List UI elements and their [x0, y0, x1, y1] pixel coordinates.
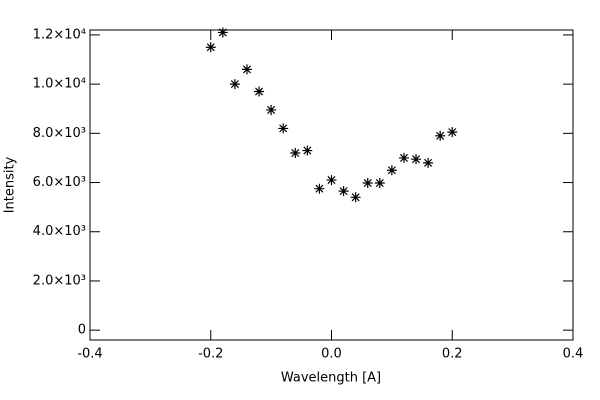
y-tick-label: 8.0×10³: [33, 126, 86, 141]
y-tick-label: 0: [78, 323, 86, 338]
point: [447, 127, 458, 138]
point: [266, 104, 277, 115]
point: [205, 42, 216, 53]
x-tick-label: 0.0: [321, 347, 342, 362]
point: [435, 130, 446, 141]
x-tick-label: -0.4: [77, 347, 102, 362]
x-axis-label: Wavelength [A]: [281, 371, 381, 386]
point: [314, 183, 325, 194]
y-tick-label: 2.0×10³: [33, 273, 86, 288]
y-tick-label: 1.2×10⁴: [33, 27, 86, 42]
point: [411, 154, 422, 165]
point: [254, 86, 265, 97]
y-tick-label: 6.0×10³: [33, 175, 86, 190]
point: [229, 79, 240, 90]
x-tick-label: 0.4: [563, 347, 584, 362]
point: [290, 148, 301, 159]
x-tick-label: -0.2: [198, 347, 223, 362]
point: [398, 152, 409, 163]
x-tick-label: 0.2: [442, 347, 463, 362]
point: [217, 27, 228, 38]
point: [338, 186, 349, 197]
point: [386, 165, 397, 176]
y-tick-label: 1.0×10⁴: [33, 77, 86, 92]
y-tick-label: 4.0×10³: [33, 224, 86, 239]
point: [326, 175, 337, 186]
point: [374, 178, 385, 189]
point: [350, 192, 361, 203]
point: [241, 64, 252, 75]
point: [302, 145, 313, 156]
y-axis-label: Intensity: [3, 156, 18, 213]
point: [423, 157, 434, 168]
point: [362, 178, 373, 189]
point: [278, 123, 289, 134]
